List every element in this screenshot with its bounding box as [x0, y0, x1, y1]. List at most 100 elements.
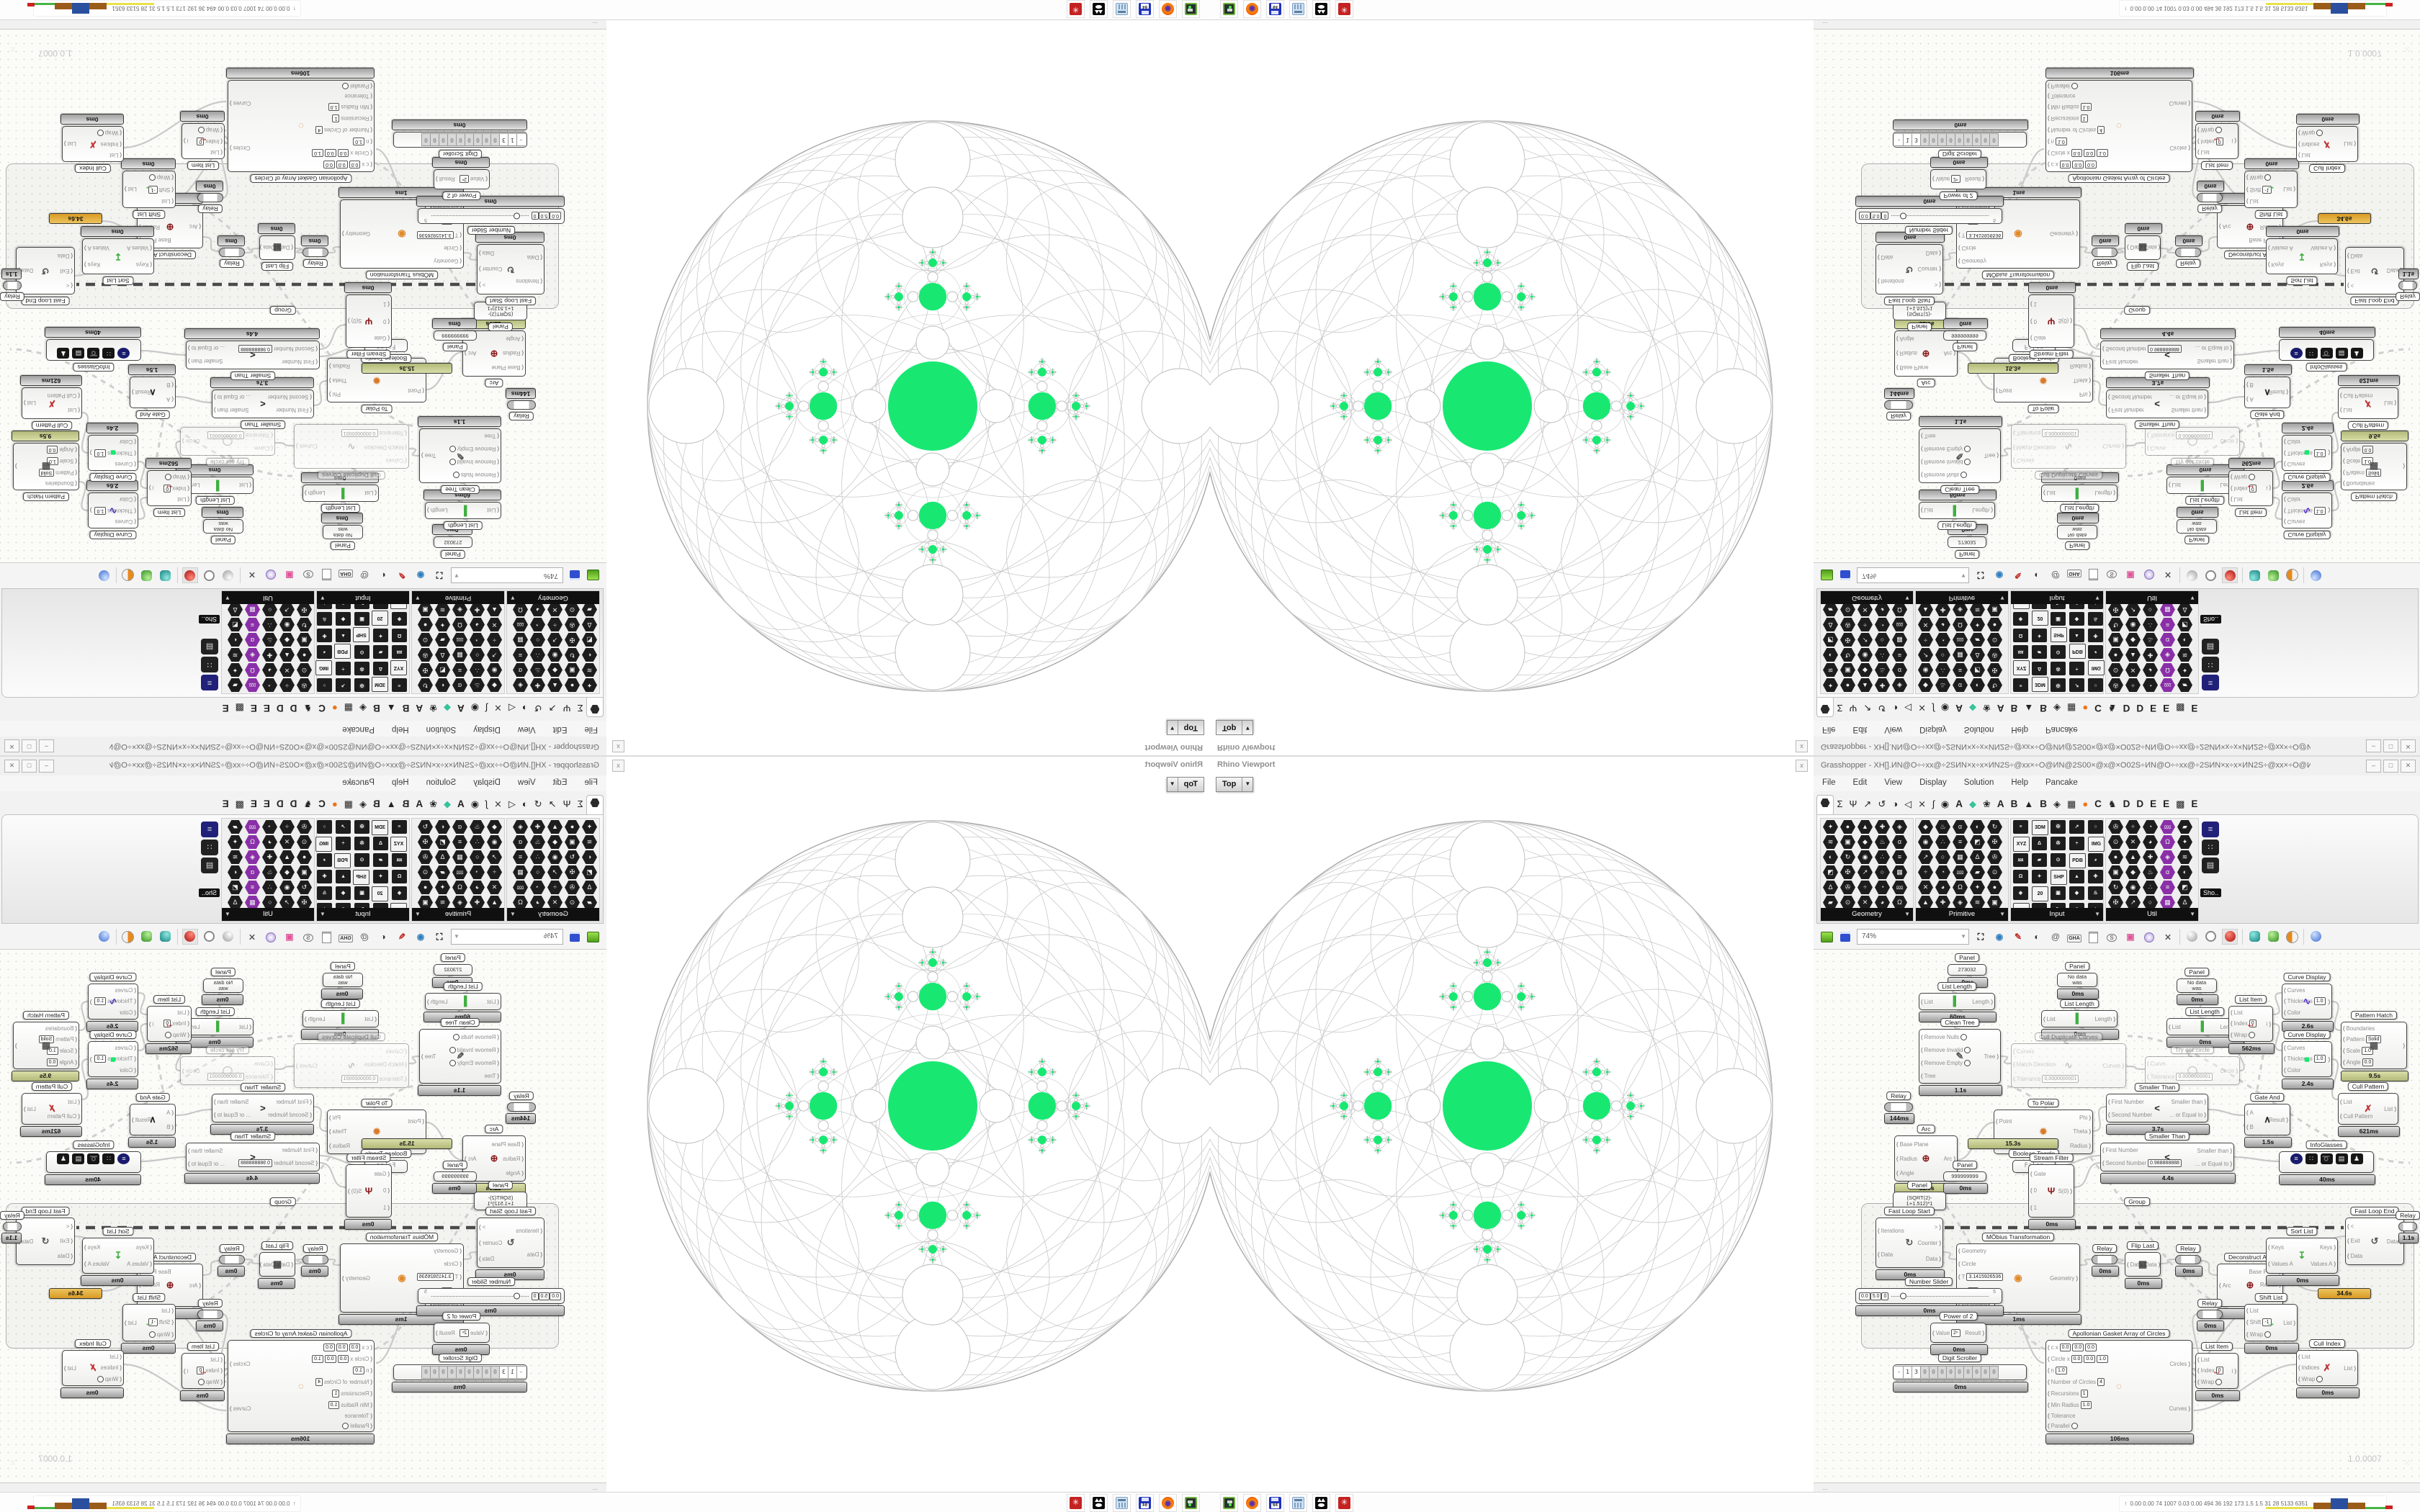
input-c-x[interactable]: c x0.00.00.0: [2048, 161, 2108, 169]
tab-15[interactable]: ▲: [386, 703, 396, 714]
chevron-down-icon[interactable]: ▼: [1242, 778, 1252, 791]
input-list[interactable]: List: [364, 1016, 377, 1022]
node-label[interactable]: Apollonian Gasket Array of Circles: [2068, 174, 2170, 183]
cylinder-green-icon[interactable]: [140, 930, 154, 944]
zoom-level-combo[interactable]: 74% ▼: [451, 567, 563, 584]
component-icon[interactable]: ◆: [2125, 633, 2141, 647]
node-label[interactable]: List Length: [321, 504, 360, 513]
node-label[interactable]: Shift List: [133, 210, 166, 219]
component-icon[interactable]: ▰: [1970, 865, 1985, 879]
node-body[interactable]: No data was: [203, 978, 243, 993]
node-body[interactable]: 273032: [434, 964, 472, 976]
node-body[interactable]: [2092, 248, 2118, 257]
component-icon[interactable]: ♨: [470, 820, 485, 834]
node-body[interactable]: 273032: [434, 536, 472, 548]
component-icon[interactable]: ✕: [487, 881, 502, 894]
input-wrap[interactable]: Wrap: [2246, 1331, 2272, 1338]
component-icon[interactable]: Ω: [2013, 870, 2028, 883]
node-label[interactable]: Gate And: [2250, 1093, 2285, 1102]
component-icon[interactable]: ✠: [1987, 835, 2002, 849]
input-boundaries[interactable]: Boundaries: [2343, 1025, 2381, 1032]
input-list[interactable]: List: [163, 1009, 189, 1016]
node-label[interactable]: Smaller Than: [240, 1083, 286, 1092]
component-icon[interactable]: ▰: [2177, 820, 2192, 834]
node-label[interactable]: Stream Filter: [2029, 350, 2074, 359]
component-icon[interactable]: ♨: [262, 633, 277, 647]
component-icon[interactable]: ◔: [1935, 633, 1950, 647]
menu-help[interactable]: Help: [2011, 725, 2029, 734]
input-t[interactable]: T3.1415926536: [1958, 1273, 2004, 1282]
component-icon[interactable]: ◕: [2088, 853, 2103, 867]
component-icon[interactable]: ⊙: [297, 663, 312, 677]
digit-cell[interactable]: 1: [1904, 1366, 1912, 1379]
component-icon[interactable]: ⅏: [2160, 678, 2175, 692]
palette-group-label[interactable]: Geometry ▼: [1821, 908, 1913, 921]
output-curves[interactable]: Curves: [2103, 1063, 2124, 1069]
node-label[interactable]: List Length: [2060, 999, 2099, 1008]
component-icon[interactable]: ◈: [245, 648, 260, 662]
infoglasses-icon[interactable]: ♟: [2350, 348, 2363, 359]
taskbar-icon-firefox[interactable]: [1243, 1494, 1261, 1512]
node-label[interactable]: Clean Tree: [1940, 1018, 1979, 1027]
node-label[interactable]: Pattern Hatch: [2351, 1011, 2397, 1020]
input-0[interactable]: 0: [2030, 318, 2046, 325]
search-icon[interactable]: S: [2105, 569, 2119, 583]
sphere-wire-icon[interactable]: [202, 569, 217, 583]
component-icon[interactable]: ▦: [452, 648, 467, 662]
component-icon[interactable]: ◈: [2160, 850, 2175, 864]
input-circle[interactable]: Circle: [417, 245, 462, 251]
node-label[interactable]: Panel: [331, 962, 355, 971]
component-icon[interactable]: ▰: [1823, 896, 1838, 909]
at-icon[interactable]: @: [2051, 570, 2060, 581]
node-body[interactable]: CurvesMatch DirectionTolerance0.00000000…: [294, 424, 409, 469]
sphere-half-icon[interactable]: [2285, 569, 2299, 583]
input-circle-x[interactable]: Circle x0.00.01.0: [2048, 1354, 2108, 1363]
component-icon[interactable]: ↗: [2069, 820, 2084, 834]
component-icon[interactable]: ◐: [582, 850, 597, 864]
component-icon[interactable]: ⊙: [1987, 865, 2002, 879]
component-icon[interactable]: ◕: [1935, 881, 1950, 894]
component-icon[interactable]: ◔: [1875, 618, 1890, 631]
component-icon[interactable]: Δ: [1970, 850, 1985, 864]
output-list[interactable]: List: [2344, 141, 2356, 148]
palette-group-label[interactable]: Input ▼: [317, 908, 409, 921]
node-body[interactable]: [507, 400, 536, 410]
output-length[interactable]: Length: [427, 508, 448, 514]
component-icon[interactable]: ◈: [1953, 896, 1968, 909]
sphere-half-icon[interactable]: [121, 569, 135, 583]
tab-17[interactable]: ◈: [2053, 703, 2061, 714]
component-icon[interactable]: ♨: [2143, 865, 2158, 879]
tab-11[interactable]: ◆: [444, 703, 452, 714]
slider-value[interactable]: 0: [1881, 212, 1889, 220]
output-result[interactable]: Result: [1965, 176, 1984, 183]
tab-21[interactable]: ♞: [303, 798, 313, 809]
node-label[interactable]: Relay: [2092, 1244, 2117, 1253]
node-label[interactable]: Cull Duplicate Curves: [2035, 1032, 2102, 1041]
input-iterations[interactable]: Iterations: [516, 1228, 542, 1234]
input-angle[interactable]: Angle: [1896, 1170, 1929, 1176]
taskbar-icon-drive-green[interactable]: [1220, 0, 1238, 18]
input-remove-nulls[interactable]: Remove Nulls: [449, 1033, 499, 1040]
document-icon[interactable]: [2086, 930, 2100, 944]
component-icon[interactable]: ◔: [530, 881, 545, 894]
component-icon[interactable]: ÷: [336, 837, 351, 850]
minimize-button[interactable]: ‒: [39, 739, 54, 752]
node-label[interactable]: Relay: [2176, 259, 2200, 268]
component-icon[interactable]: ✠: [565, 633, 580, 647]
component-icon[interactable]: ⊙: [2051, 853, 2066, 867]
component-icon[interactable]: ✇: [1987, 648, 2002, 662]
component-icon[interactable]: α: [513, 663, 528, 677]
tab-13[interactable]: A: [416, 798, 424, 809]
component-icon[interactable]: ⊙: [1987, 633, 2002, 647]
output-phi[interactable]: Phi: [329, 1115, 341, 1121]
bulb-icon[interactable]: [2142, 930, 2156, 944]
node-body[interactable]: 273032: [1948, 536, 1986, 548]
input-list[interactable]: List: [197, 149, 223, 156]
slider-value[interactable]: 0.0: [550, 1292, 561, 1300]
infoglasses-icon[interactable]: ♟: [57, 1153, 70, 1164]
component-icon[interactable]: ✦: [582, 678, 597, 692]
